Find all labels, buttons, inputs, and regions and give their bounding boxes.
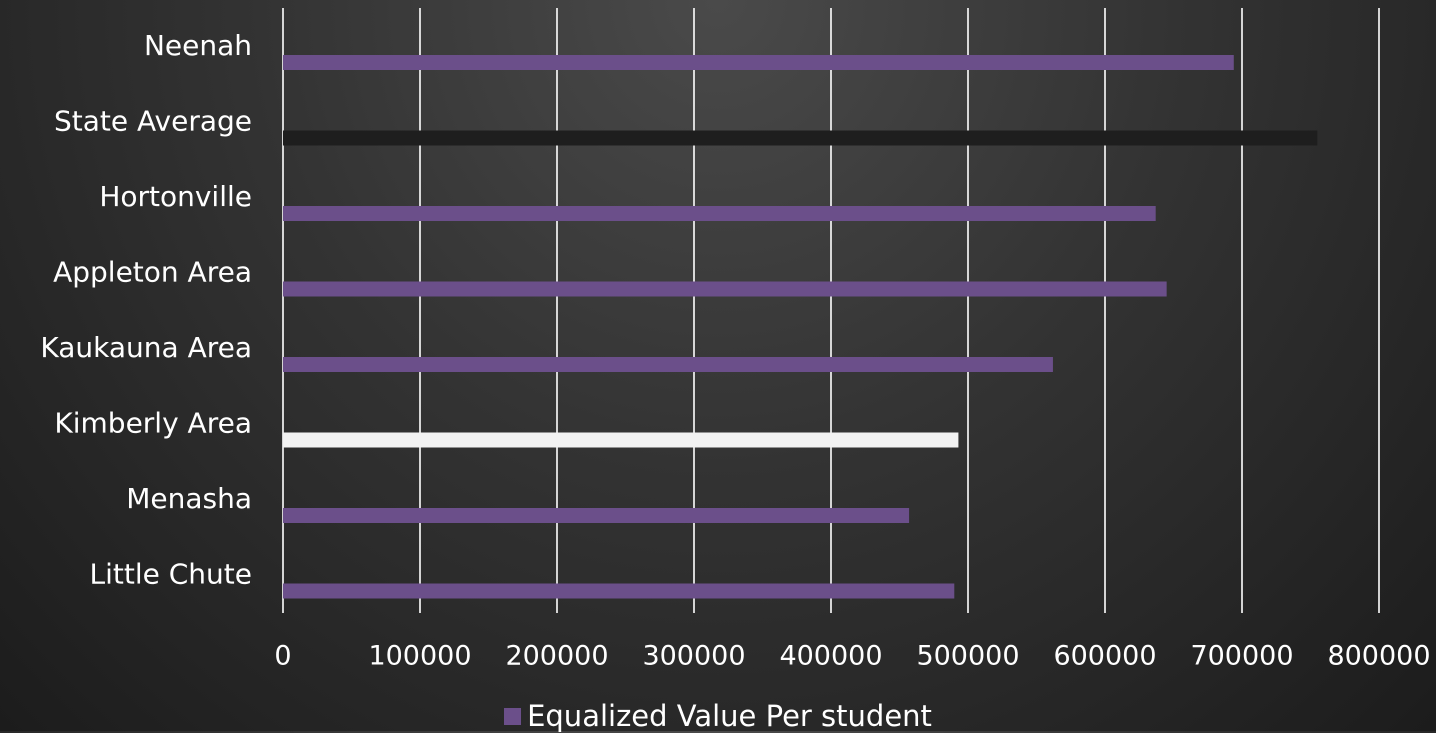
x-tick-label: 800000: [1327, 641, 1430, 672]
category-label: Neenah: [144, 29, 252, 62]
bar: [283, 206, 1156, 221]
legend: Equalized Value Per student: [0, 700, 1436, 732]
category-label: Menasha: [126, 482, 252, 515]
category-label: Appleton Area: [53, 256, 252, 289]
bar: [283, 281, 1167, 297]
grid-lines: [282, 8, 1380, 613]
bars: [283, 55, 1318, 599]
x-tick-label: 100000: [368, 641, 471, 672]
bar: [283, 508, 910, 523]
x-tick-label: 300000: [642, 641, 745, 672]
legend-swatch: [504, 708, 522, 725]
x-tick-label: 700000: [1190, 641, 1293, 672]
category-label: Kaukauna Area: [40, 331, 252, 364]
category-label: State Average: [54, 105, 252, 138]
category-label: Little Chute: [90, 558, 253, 591]
x-tick-label: 200000: [505, 641, 608, 672]
x-tick-label: 400000: [779, 641, 882, 672]
x-tick-label: 500000: [916, 641, 1019, 672]
bar: [283, 583, 955, 599]
bar: [283, 55, 1234, 70]
category-label: Kimberly Area: [54, 407, 252, 440]
x-tick-label: 0: [274, 641, 291, 672]
bar: [283, 130, 1318, 146]
x-tick-labels: 0 100000 200000 300000 400000 500000 600000 700…: [274, 641, 1430, 672]
bar: [283, 357, 1053, 372]
category-labels: Neenah State Average Hortonville Appleton A…: [40, 29, 252, 591]
legend-label: Equalized Value Per student: [527, 699, 932, 733]
category-label: Hortonville: [99, 180, 252, 213]
bar: [283, 432, 959, 448]
x-tick-label: 600000: [1053, 641, 1156, 672]
